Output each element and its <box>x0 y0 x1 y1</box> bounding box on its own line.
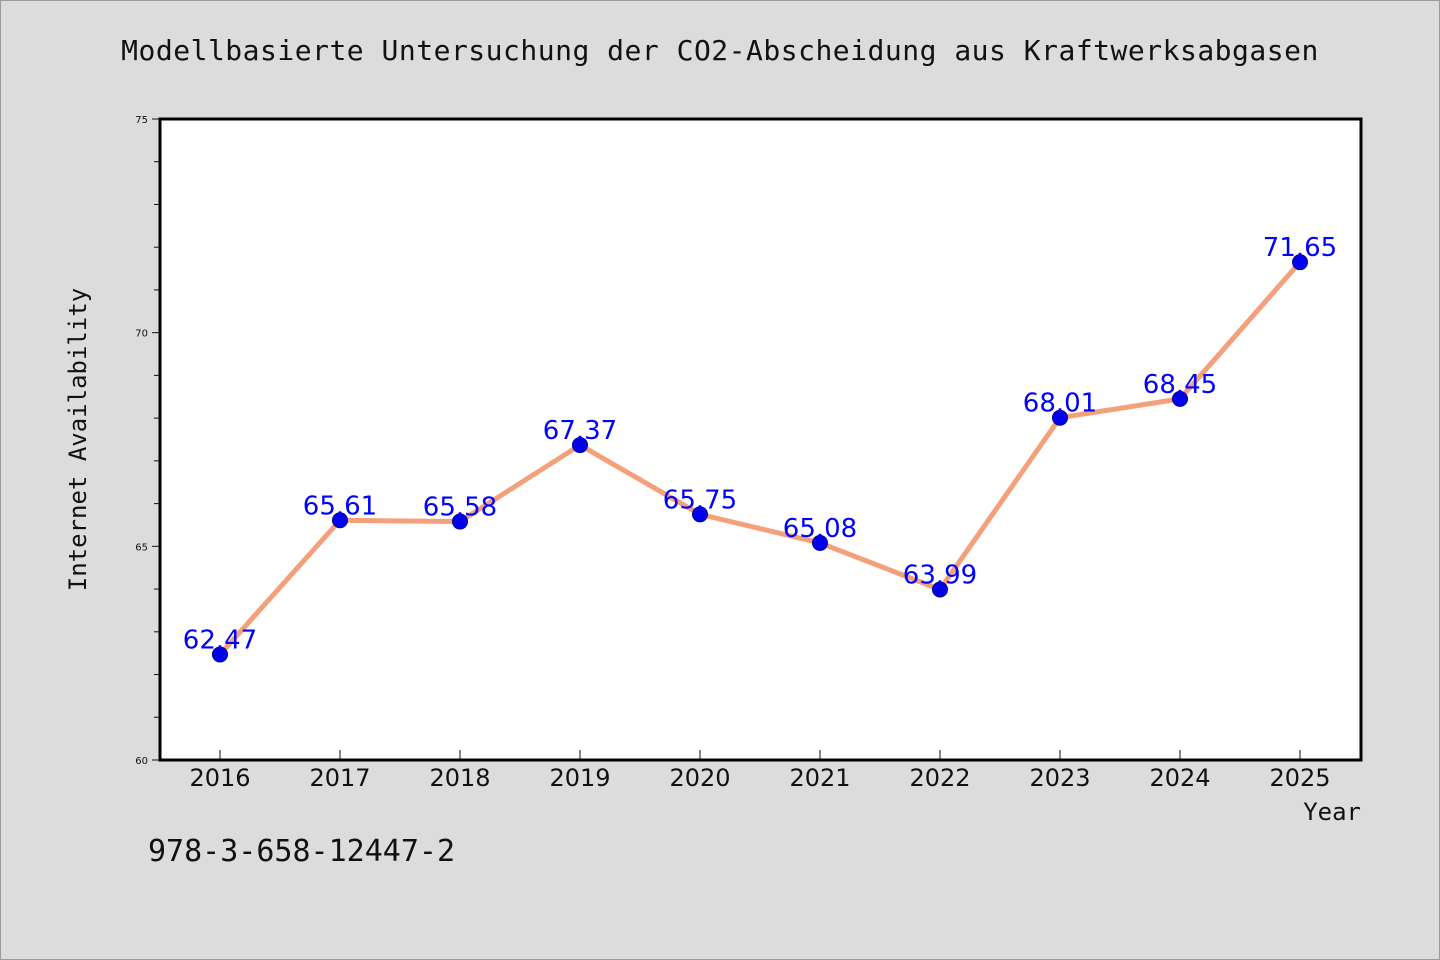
isbn-text: 978-3-658-12447-2 <box>148 834 456 869</box>
y-tick-label: 60 <box>135 756 148 767</box>
y-axis-ticks: 60 65 70 75 <box>135 115 160 767</box>
data-label: 65.58 <box>423 493 497 523</box>
chart-title: Modellbasierte Untersuchung der CO2-Absc… <box>121 34 1319 67</box>
data-point <box>932 581 948 598</box>
y-axis-label: Internet Availability <box>64 288 92 591</box>
data-point <box>332 512 348 529</box>
x-tick-label: 2025 <box>1269 764 1330 792</box>
data-label: 63.99 <box>903 560 977 590</box>
y-tick-label: 65 <box>135 542 148 553</box>
x-tick-label: 2022 <box>909 764 970 792</box>
x-tick-label: 2024 <box>1149 764 1210 792</box>
data-point <box>1292 254 1308 271</box>
data-point <box>212 646 228 663</box>
data-point <box>1052 409 1068 426</box>
data-label: 68.45 <box>1143 370 1217 400</box>
data-labels: 62.47 65.61 65.58 67.37 65.75 65.08 63.99 68.01… <box>183 233 1337 655</box>
x-axis-ticks: 2016 2017 2018 2019 2020 2021 2022 2023 2024 2025 <box>189 750 1331 792</box>
x-tick-label: 2020 <box>669 764 730 792</box>
data-label: 67.37 <box>543 416 617 446</box>
data-markers <box>212 254 1308 663</box>
data-label: 71.65 <box>1263 233 1337 263</box>
data-label: 65.61 <box>303 491 377 521</box>
data-point <box>452 513 468 530</box>
x-tick-label: 2023 <box>1029 764 1090 792</box>
x-axis-label: Year <box>1303 798 1361 826</box>
data-point <box>1172 390 1188 407</box>
data-label: 65.08 <box>783 514 857 544</box>
y-tick-label: 70 <box>135 329 148 340</box>
data-point <box>572 437 588 454</box>
plot-border <box>158 117 1363 762</box>
x-tick-label: 2019 <box>549 764 610 792</box>
data-point <box>812 534 828 551</box>
data-label: 65.75 <box>663 485 737 515</box>
series-line <box>217 259 1303 657</box>
x-tick-label: 2018 <box>429 764 490 792</box>
x-tick-label: 2016 <box>189 764 250 792</box>
x-tick-label: 2017 <box>309 764 370 792</box>
y-tick-label: 75 <box>135 115 148 126</box>
series-line-group <box>217 259 1303 657</box>
data-label: 62.47 <box>183 625 257 655</box>
plot-area <box>160 119 1361 760</box>
data-point <box>692 506 708 523</box>
x-tick-label: 2021 <box>789 764 850 792</box>
data-label: 68.01 <box>1023 389 1097 419</box>
